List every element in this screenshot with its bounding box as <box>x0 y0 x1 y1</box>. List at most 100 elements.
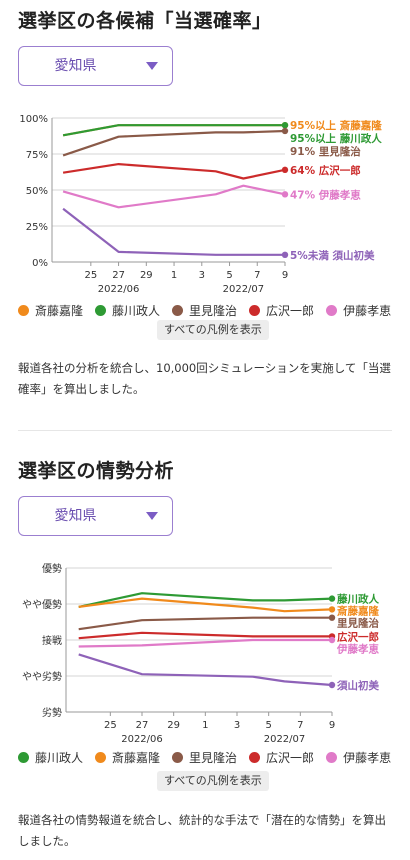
series-end-label: 5%未満 須山初美 <box>290 249 375 262</box>
x-month-label: 2022/07 <box>264 734 306 745</box>
legend-label: 広沢一郎 <box>266 303 315 318</box>
win-probability-section: 選挙区の各候補「当選確率」 愛知県 0% 25% 50% 75% 100% 25 27 29 1… <box>18 10 408 396</box>
chart-legend: 藤川政人 斎藤嘉隆 里見隆治 広沢一郎 伊藤孝恵 <box>18 748 408 766</box>
method-note: 報道各社の分析を統合し、10,000回シミュレーションを実施して「当選確率」を算… <box>18 361 391 396</box>
x-tick-label: 9 <box>282 270 288 281</box>
series-line <box>78 592 333 608</box>
x-tick-label: 1 <box>171 270 177 281</box>
legend-item[interactable]: 広沢一郎 <box>249 301 314 319</box>
legend-item[interactable]: 斎藤嘉隆 <box>18 301 83 319</box>
x-tick-label: 5 <box>226 270 232 281</box>
legend-item[interactable]: 里見隆治 <box>172 301 237 319</box>
section-title: 選挙区の各候補「当選確率」 <box>18 10 272 32</box>
x-tick-label: 25 <box>84 270 97 281</box>
legend-dot <box>249 751 261 763</box>
y-tick-label: 25% <box>26 222 48 233</box>
legend-dot <box>326 304 338 316</box>
y-tick-label: 75% <box>26 150 48 161</box>
y-tick-label: 0% <box>32 258 48 269</box>
y-tick-label: 50% <box>26 186 48 197</box>
legend-item[interactable]: 広沢一郎 <box>249 748 314 766</box>
series-end-label: 伊藤孝恵 <box>336 642 379 655</box>
series-end-label: 64% 広沢一郎 <box>290 164 361 177</box>
x-tick-label: 25 <box>104 720 117 731</box>
series-line <box>62 207 285 256</box>
x-tick-label: 9 <box>329 720 335 731</box>
legend-label: 伊藤孝恵 <box>343 303 392 318</box>
legend-item[interactable]: 伊藤孝恵 <box>326 748 391 766</box>
series-line <box>62 184 286 209</box>
legend-dot <box>18 304 29 316</box>
series-end-point <box>281 191 289 198</box>
win-probability-chart: 0% 25% 50% 75% 100% 25 27 29 1 3 5 7 9 2022/06 2022/07… <box>19 114 382 295</box>
x-tick-label: 7 <box>254 270 260 281</box>
series-end-point <box>281 251 289 258</box>
series-end-label: 91% 里見隆治 <box>290 145 361 158</box>
series-line <box>78 631 332 640</box>
legend-item[interactable]: 斎藤嘉隆 <box>95 748 160 766</box>
legend-label: 藤川政人 <box>112 303 161 318</box>
series-end-label: 藤川政人 <box>337 593 379 606</box>
y-tick-label: 接戦 <box>42 634 62 647</box>
legend-label: 斎藤嘉隆 <box>112 750 161 765</box>
legend-label: 里見隆治 <box>189 303 238 318</box>
legend-label: 広沢一郎 <box>266 750 315 765</box>
show-all-legend-button[interactable]: すべての凡例を表示 <box>157 771 269 791</box>
series-end-point <box>328 614 336 621</box>
series-end-point <box>281 166 289 174</box>
legend-item[interactable]: 藤川政人 <box>18 748 83 766</box>
method-note: 報道各社の情勢報道を統合し、統計的な手法で「潜在的な情勢」を算出しました。 <box>18 813 386 848</box>
legend-dot <box>326 751 338 763</box>
legend-dot <box>18 751 29 763</box>
legend-item[interactable]: 里見隆治 <box>172 748 237 766</box>
series-end-label: 95%以上 斎藤嘉隆 <box>290 119 382 132</box>
series-line <box>62 162 286 180</box>
situation-analysis-section: 選挙区の情勢分析 愛知県 劣勢 やや劣勢 接戦 やや優勢 優勢 25 27 29 1 3 5 7 9 20… <box>0 450 410 860</box>
series-line <box>78 638 332 648</box>
legend-label: 伊藤孝恵 <box>343 750 392 765</box>
series-line <box>62 129 286 157</box>
x-tick-label: 27 <box>112 270 125 281</box>
series-end-label: 斎藤嘉隆 <box>336 605 379 618</box>
chart-legend: 斎藤嘉隆 藤川政人 里見隆治 広沢一郎 伊藤孝恵 <box>18 301 408 319</box>
x-tick-label: 29 <box>167 720 180 731</box>
show-all-legend-button[interactable]: すべての凡例を表示 <box>157 320 269 340</box>
x-month-label: 2022/06 <box>121 734 163 745</box>
legend-label: 里見隆治 <box>189 750 238 765</box>
series-end-label: 95%以上 藤川政人 <box>290 132 382 145</box>
series-end-point <box>328 606 336 613</box>
prefecture-select[interactable]: 愛知県 <box>18 496 173 536</box>
chevron-down-icon <box>146 512 158 520</box>
section-title: 選挙区の情勢分析 <box>18 460 175 482</box>
x-tick-label: 7 <box>297 720 303 731</box>
x-tick-label: 3 <box>234 720 240 731</box>
series-line <box>78 653 333 687</box>
legend-item[interactable]: 藤川政人 <box>95 301 160 319</box>
series-line <box>78 597 333 613</box>
x-month-label: 2022/07 <box>223 284 265 295</box>
y-tick-label: 劣勢 <box>42 706 62 719</box>
series-line <box>78 616 332 631</box>
legend-dot <box>172 751 184 763</box>
y-tick-label: 100% <box>19 114 48 125</box>
section-divider <box>18 430 392 431</box>
x-tick-label: 29 <box>140 270 153 281</box>
series-end-point <box>328 595 336 602</box>
series-line <box>62 124 285 137</box>
y-tick-label: 優勢 <box>42 562 62 575</box>
legend-item[interactable]: 伊藤孝恵 <box>326 301 391 319</box>
chevron-down-icon <box>146 62 158 70</box>
legend-label: 藤川政人 <box>35 750 84 765</box>
series-end-label: 広沢一郎 <box>337 630 379 643</box>
x-tick-label: 3 <box>199 270 205 281</box>
situation-chart: 劣勢 やや劣勢 接戦 やや優勢 優勢 25 27 29 1 3 5 7 9 2022/06 2022/07 藤… <box>22 562 379 745</box>
prefecture-select-value: 愛知県 <box>54 508 97 524</box>
x-tick-label: 5 <box>265 720 271 731</box>
legend-dot <box>95 304 107 316</box>
prefecture-select[interactable]: 愛知県 <box>18 46 173 86</box>
legend-label: 斎藤嘉隆 <box>35 303 84 318</box>
series-end-label: 47% 伊藤孝恵 <box>290 188 361 201</box>
x-tick-label: 1 <box>202 720 208 731</box>
x-month-label: 2022/06 <box>98 284 140 295</box>
legend-dot <box>249 304 261 316</box>
